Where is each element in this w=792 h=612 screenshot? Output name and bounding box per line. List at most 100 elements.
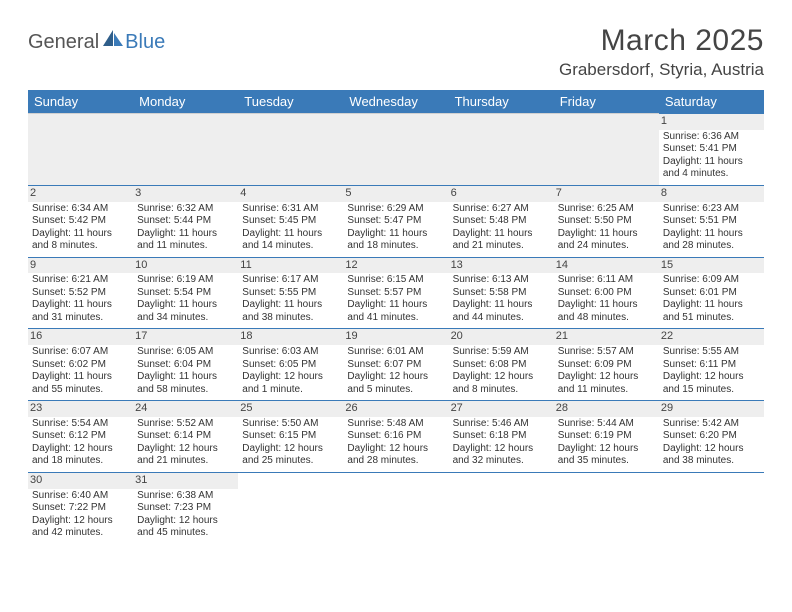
calendar-cell: 6Sunrise: 6:27 AMSunset: 5:48 PMDaylight… [449,185,554,257]
daylight-line: and 1 minute. [242,384,339,397]
sunrise-line: Sunrise: 6:11 AM [558,274,655,287]
daylight-line: Daylight: 12 hours [137,443,234,456]
day-header: Saturday [659,90,764,114]
daylight-line: and 8 minutes. [453,384,550,397]
calendar-cell: 14Sunrise: 6:11 AMSunset: 6:00 PMDayligh… [554,257,659,329]
sunrise-line: Sunrise: 6:01 AM [347,346,444,359]
sunrise-line: Sunrise: 6:36 AM [663,131,760,144]
sunrise-line: Sunrise: 5:48 AM [347,418,444,431]
sunset-line: Sunset: 5:50 PM [558,215,655,228]
sunrise-line: Sunrise: 6:07 AM [32,346,129,359]
daylight-line: and 4 minutes. [663,168,760,181]
daylight-line: Daylight: 11 hours [32,299,129,312]
sunset-line: Sunset: 6:16 PM [347,430,444,443]
calendar-table: SundayMondayTuesdayWednesdayThursdayFrid… [28,90,764,544]
daylight-line: and 41 minutes. [347,312,444,325]
sunrise-line: Sunrise: 6:17 AM [242,274,339,287]
sunset-line: Sunset: 5:58 PM [453,287,550,300]
calendar-cell: 17Sunrise: 6:05 AMSunset: 6:04 PMDayligh… [133,329,238,401]
day-number: 4 [238,186,343,202]
daylight-line: and 21 minutes. [137,455,234,468]
sunset-line: Sunset: 6:02 PM [32,359,129,372]
sunrise-line: Sunrise: 6:29 AM [347,203,444,216]
day-header: Thursday [449,90,554,114]
calendar-cell: 30Sunrise: 6:40 AMSunset: 7:22 PMDayligh… [28,472,133,543]
sunset-line: Sunset: 6:05 PM [242,359,339,372]
sunrise-line: Sunrise: 6:09 AM [663,274,760,287]
sunset-line: Sunset: 5:48 PM [453,215,550,228]
day-number: 3 [133,186,238,202]
calendar-cell [238,114,343,186]
calendar-week: 1Sunrise: 6:36 AMSunset: 5:41 PMDaylight… [28,114,764,186]
calendar-week: 2Sunrise: 6:34 AMSunset: 5:42 PMDaylight… [28,185,764,257]
sunrise-line: Sunrise: 6:19 AM [137,274,234,287]
daylight-line: and 34 minutes. [137,312,234,325]
brand-logo: General Blue [28,24,165,55]
daylight-line: Daylight: 12 hours [558,371,655,384]
daylight-line: and 25 minutes. [242,455,339,468]
day-number: 6 [449,186,554,202]
day-number: 15 [659,258,764,274]
sunset-line: Sunset: 6:15 PM [242,430,339,443]
daylight-line: Daylight: 11 hours [663,228,760,241]
daylight-line: and 38 minutes. [242,312,339,325]
day-header: Monday [133,90,238,114]
day-header: Sunday [28,90,133,114]
sunrise-line: Sunrise: 6:25 AM [558,203,655,216]
daylight-line: Daylight: 11 hours [347,299,444,312]
day-number: 28 [554,401,659,417]
sunset-line: Sunset: 5:51 PM [663,215,760,228]
day-number: 2 [28,186,133,202]
sunrise-line: Sunrise: 6:21 AM [32,274,129,287]
sunrise-line: Sunrise: 6:31 AM [242,203,339,216]
daylight-line: and 51 minutes. [663,312,760,325]
sunset-line: Sunset: 7:23 PM [137,502,234,515]
daylight-line: and 5 minutes. [347,384,444,397]
sunrise-line: Sunrise: 6:27 AM [453,203,550,216]
day-header: Friday [554,90,659,114]
sunrise-line: Sunrise: 6:05 AM [137,346,234,359]
day-number: 14 [554,258,659,274]
daylight-line: Daylight: 11 hours [558,228,655,241]
sunset-line: Sunset: 6:11 PM [663,359,760,372]
sunset-line: Sunset: 6:14 PM [137,430,234,443]
day-number: 25 [238,401,343,417]
daylight-line: Daylight: 11 hours [347,228,444,241]
daylight-line: and 11 minutes. [137,240,234,253]
day-number: 17 [133,329,238,345]
calendar-cell: 25Sunrise: 5:50 AMSunset: 6:15 PMDayligh… [238,401,343,473]
calendar-cell [449,114,554,186]
day-number: 27 [449,401,554,417]
brand-part2: Blue [125,31,165,54]
calendar-cell: 31Sunrise: 6:38 AMSunset: 7:23 PMDayligh… [133,472,238,543]
calendar-head: SundayMondayTuesdayWednesdayThursdayFrid… [28,90,764,114]
sunrise-line: Sunrise: 5:42 AM [663,418,760,431]
day-number: 21 [554,329,659,345]
sunrise-line: Sunrise: 6:34 AM [32,203,129,216]
day-number: 13 [449,258,554,274]
sunrise-line: Sunrise: 5:50 AM [242,418,339,431]
calendar-cell: 9Sunrise: 6:21 AMSunset: 5:52 PMDaylight… [28,257,133,329]
calendar-cell [238,472,343,543]
sunset-line: Sunset: 6:00 PM [558,287,655,300]
daylight-line: Daylight: 12 hours [242,371,339,384]
daylight-line: and 21 minutes. [453,240,550,253]
daylight-line: Daylight: 11 hours [137,228,234,241]
calendar-page: General Blue March 2025 Grabersdorf, Sty… [0,0,792,544]
calendar-cell: 24Sunrise: 5:52 AMSunset: 6:14 PMDayligh… [133,401,238,473]
sunrise-line: Sunrise: 5:46 AM [453,418,550,431]
sunset-line: Sunset: 6:01 PM [663,287,760,300]
sunset-line: Sunset: 5:55 PM [242,287,339,300]
sunrise-line: Sunrise: 6:40 AM [32,490,129,503]
calendar-cell: 21Sunrise: 5:57 AMSunset: 6:09 PMDayligh… [554,329,659,401]
daylight-line: and 48 minutes. [558,312,655,325]
day-number: 9 [28,258,133,274]
day-number: 8 [659,186,764,202]
sunset-line: Sunset: 5:42 PM [32,215,129,228]
daylight-line: Daylight: 12 hours [137,515,234,528]
sunset-line: Sunset: 7:22 PM [32,502,129,515]
daylight-line: Daylight: 11 hours [32,228,129,241]
calendar-cell: 8Sunrise: 6:23 AMSunset: 5:51 PMDaylight… [659,185,764,257]
brand-part1: General [28,31,99,54]
daylight-line: and 42 minutes. [32,527,129,540]
